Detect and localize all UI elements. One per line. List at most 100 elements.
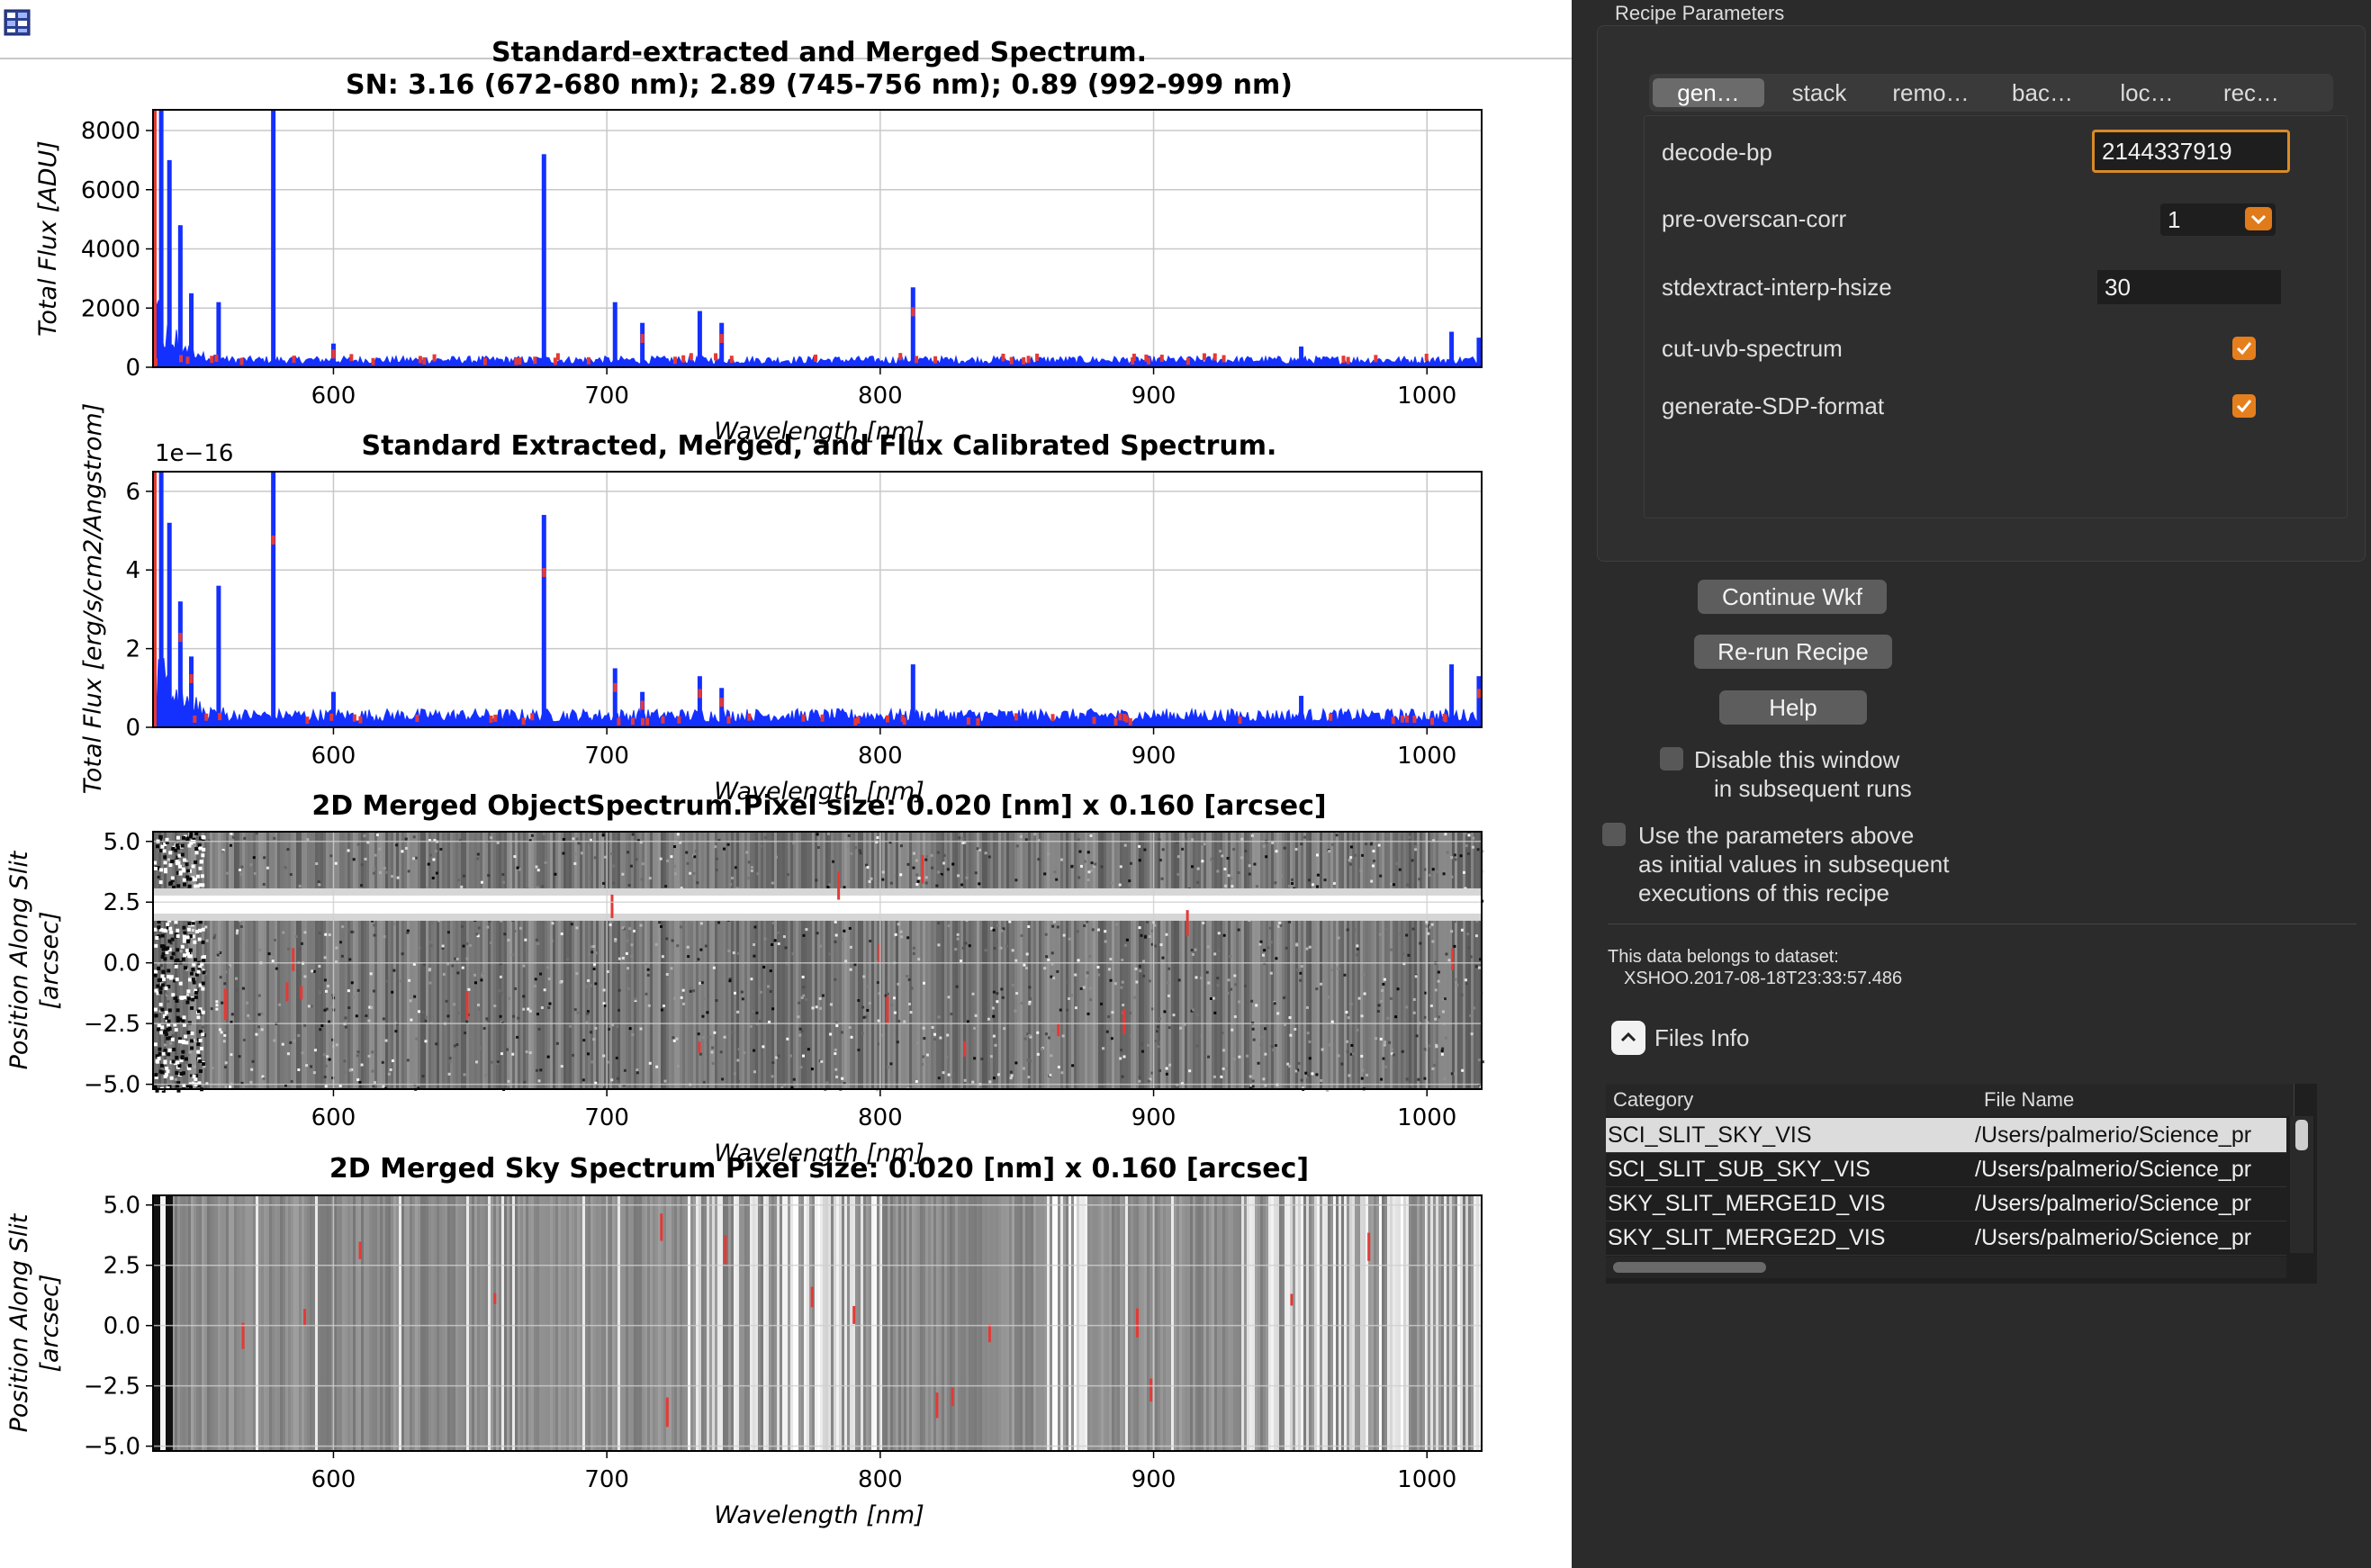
obj2d-noise-pixel [1423, 1077, 1427, 1080]
obj2d-noise-pixel [1180, 1082, 1184, 1086]
obj2d-noise-pixel [805, 928, 808, 932]
fluxcal-flagged-pixel [493, 714, 498, 722]
table-row[interactable]: SKY_SLIT_MERGE2D_VIS /Users/palmerio/Sci… [1606, 1221, 2286, 1256]
use-params-checkbox[interactable] [1602, 823, 1626, 846]
obj2d-noise-pixel [965, 876, 969, 879]
sky2d-column [320, 1195, 323, 1451]
sky2d-column [782, 1195, 785, 1451]
obj2d-noise-pixel [428, 941, 432, 944]
obj2d-edge-noise [154, 1075, 158, 1079]
obj2d-noise-pixel [344, 1070, 347, 1074]
obj2d-edge-noise [198, 965, 203, 969]
cut-uvb-spectrum-checkbox[interactable] [2232, 337, 2256, 360]
sky2d-column [404, 1195, 407, 1451]
obj2d-noise-pixel [854, 846, 858, 850]
files-info-toggle[interactable] [1611, 1021, 1645, 1055]
continue-workflow-button[interactable]: Continue Wkf [1698, 580, 1887, 614]
obj2d-noise-pixel [1308, 1057, 1312, 1060]
tab-rectify[interactable]: rec… [2222, 79, 2280, 106]
obj2d-noise-pixel [1212, 996, 1215, 1000]
obj2d-noise-pixel [1441, 1047, 1445, 1050]
obj2d-noise-pixel [1347, 1016, 1350, 1020]
vertical-scrollbar-thumb[interactable] [2295, 1120, 2308, 1150]
table-row[interactable]: SCI_SLIT_SKY_VIS /Users/palmerio/Science… [1606, 1118, 2286, 1153]
obj2d-column [842, 832, 844, 1089]
obj2d-edge-noise [189, 841, 194, 845]
obj2d-noise-pixel [1154, 1084, 1158, 1087]
disable-window-checkbox[interactable] [1660, 747, 1683, 770]
obj2d-edge-noise [185, 862, 189, 867]
obj2d-noise-pixel [221, 1001, 224, 1005]
obj2d-column [447, 832, 450, 1089]
obj2d-noise-pixel [1227, 978, 1231, 982]
obj2d-column [780, 832, 782, 1089]
obj2d-noise-pixel [602, 1086, 606, 1090]
obj2d-noise-pixel [560, 1065, 563, 1068]
fluxcal-y-tick-label: 2 [125, 636, 140, 663]
sky2d-column [412, 1195, 415, 1451]
decode-bp-input[interactable] [2092, 130, 2290, 173]
obj2d-noise-pixel [378, 870, 382, 874]
obj2d-column [1255, 832, 1258, 1089]
obj2d-noise-pixel [1429, 925, 1432, 929]
tab-remove[interactable]: remo… [1892, 79, 1970, 106]
obj2d-edge-noise [167, 985, 171, 989]
obj2d-noise-pixel [247, 1014, 250, 1017]
stdextract-interp-hsize-input[interactable] [2097, 270, 2281, 304]
horizontal-scrollbar[interactable] [1606, 1257, 2286, 1278]
obj2d-column [1104, 832, 1106, 1089]
fluxcal-flagged-pixel [726, 716, 731, 724]
sky2d-column [812, 1195, 815, 1451]
obj2d-noise-pixel [384, 1039, 388, 1042]
obj2d-column [563, 832, 566, 1089]
obj2d-column [807, 832, 809, 1089]
sky2d-column [1241, 1195, 1244, 1451]
obj2d-edge-noise [154, 1014, 158, 1018]
obj2d-flagged-pixel [465, 990, 469, 1020]
sky2d-column [185, 1195, 188, 1451]
tab-background[interactable]: bac… [2012, 79, 2073, 106]
tab-general[interactable]: gen… [1653, 78, 1764, 107]
obj2d-column [1125, 832, 1128, 1089]
top-flagged-pixel [514, 357, 518, 365]
table-row[interactable]: SCI_SLIT_SUB_SKY_VIS /Users/palmerio/Sci… [1606, 1152, 2286, 1187]
column-header-file-name[interactable]: File Name [1977, 1084, 2294, 1116]
obj2d-noise-pixel [1465, 982, 1468, 986]
obj2d-noise-pixel [801, 975, 805, 978]
obj2d-noise-pixel [363, 834, 366, 838]
obj2d-noise-pixel [646, 968, 650, 971]
sky2d-column [1117, 1195, 1120, 1451]
vertical-scrollbar[interactable] [2290, 1116, 2313, 1253]
fluxcal-flagged-pixel [1014, 713, 1018, 721]
obj2d-noise-pixel [636, 1068, 639, 1072]
obj2d-noise-pixel [297, 1068, 301, 1071]
obj2d-column [690, 832, 693, 1089]
pre-overscan-corr-select[interactable]: 1 [2160, 203, 2276, 236]
obj2d-noise-pixel [710, 1050, 714, 1054]
obj2d-noise-pixel [1019, 834, 1023, 838]
sky2d-column [1465, 1195, 1468, 1451]
help-button[interactable]: Help [1719, 690, 1867, 725]
obj2d-noise-pixel [539, 972, 543, 976]
tab-stack[interactable]: stack [1791, 79, 1847, 106]
sky2d-column [485, 1195, 488, 1451]
horizontal-scrollbar-thumb[interactable] [1613, 1262, 1766, 1273]
obj2d-column [261, 832, 264, 1089]
generate-sdp-format-checkbox[interactable] [2232, 394, 2256, 418]
sky2d-flagged-pixel [1367, 1232, 1371, 1261]
rerun-recipe-button[interactable]: Re-run Recipe [1694, 635, 1892, 669]
sky2d-column [561, 1195, 563, 1451]
tab-localize[interactable]: loc… [2120, 79, 2174, 106]
app-icon[interactable] [4, 9, 31, 36]
table-row[interactable]: SKY_SLIT_MERGE1D_VIS /Users/palmerio/Sci… [1606, 1186, 2286, 1221]
top-flagged-pixel [1186, 357, 1190, 365]
row-category: SCI_SLIT_SUB_SKY_VIS [1608, 1157, 1871, 1182]
obj2d-edge-noise [166, 1069, 170, 1074]
obj2d-noise-pixel [1009, 1070, 1013, 1074]
column-header-category[interactable]: Category [1606, 1084, 1978, 1116]
obj2d-column [890, 832, 893, 1089]
obj2d-noise-pixel [500, 1052, 503, 1056]
chevron-down-icon[interactable] [2245, 207, 2272, 230]
sky2d-column [399, 1195, 401, 1451]
obj2d-noise-pixel [320, 1023, 324, 1027]
